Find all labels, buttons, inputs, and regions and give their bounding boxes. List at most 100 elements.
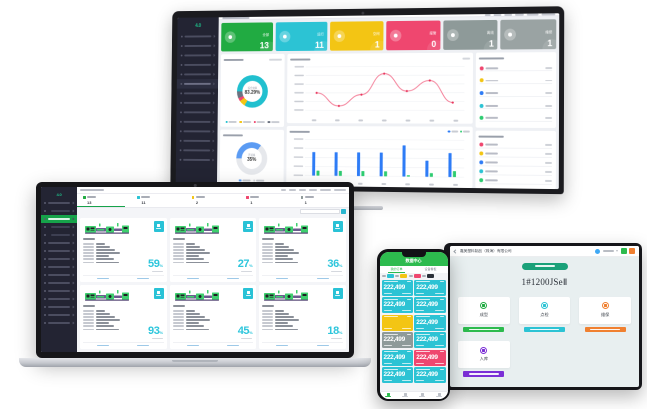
sidebar-item-2[interactable] (177, 51, 218, 61)
action-tag[interactable] (584, 326, 626, 332)
action-tile-点检[interactable]: 点检 (518, 296, 571, 324)
settings-menu[interactable] (541, 13, 556, 16)
message-icon[interactable] (299, 189, 306, 191)
sidebar-item-0[interactable] (177, 32, 218, 42)
refresh-icon[interactable] (281, 189, 286, 191)
phone-order-card[interactable]: 222,499 (414, 332, 446, 348)
sidebar-item-3[interactable] (177, 60, 218, 70)
sidebar-item-4[interactable] (41, 231, 77, 239)
device-card-footer[interactable] (83, 342, 164, 346)
workstation-pill[interactable] (521, 263, 568, 270)
sidebar-item-5[interactable] (176, 79, 219, 89)
action-tag[interactable] (523, 326, 566, 332)
stat-card-5[interactable]: 维修 1 (500, 19, 557, 50)
phone-order-card[interactable]: 222,499 (414, 367, 446, 383)
device-card-footer[interactable] (172, 342, 254, 346)
sidebar-item-1[interactable] (177, 41, 218, 51)
device-card-footer[interactable] (172, 275, 254, 279)
phone-tabs[interactable]: 我的订单 设备看板 (379, 265, 448, 273)
fullscreen-icon[interactable] (289, 189, 296, 191)
phone-order-card[interactable]: 222,499 (381, 279, 413, 296)
logout-button[interactable] (629, 248, 635, 254)
switch-button[interactable] (620, 248, 627, 254)
sidebar-item-13[interactable] (176, 155, 217, 165)
phone-order-card[interactable]: 222,499 (381, 297, 413, 313)
settings-menu[interactable] (334, 189, 346, 191)
action-tile-成型[interactable]: 成型 (458, 296, 510, 324)
sidebar-item-4[interactable] (177, 70, 218, 80)
search-button[interactable] (341, 209, 346, 214)
device-card[interactable]: 36% (259, 218, 346, 282)
user-menu[interactable] (526, 13, 539, 16)
sidebar-item-11[interactable] (41, 287, 77, 295)
detail-link[interactable] (186, 344, 199, 346)
topbar-actions[interactable] (281, 189, 346, 191)
action-tag[interactable] (463, 326, 505, 332)
tab-1[interactable]: 11 (131, 194, 185, 207)
sidebar-item-1[interactable] (41, 207, 77, 215)
sidebar-item-3[interactable] (41, 223, 77, 231)
sidebar-item-10[interactable] (176, 127, 217, 137)
sidebar-item-6[interactable] (177, 89, 218, 99)
sidebar-item-13[interactable] (41, 303, 77, 311)
detail-link[interactable] (276, 277, 289, 279)
phone-tab-1[interactable]: 设备看板 (424, 267, 437, 271)
help-icon[interactable] (309, 189, 317, 191)
avatar[interactable] (595, 248, 600, 254)
sidebar-item-8[interactable] (41, 263, 77, 271)
tab-3[interactable]: 1 (240, 194, 294, 207)
sidebar-item-2[interactable] (41, 215, 77, 223)
phone-order-card[interactable]: 222,499 (414, 314, 446, 331)
sidebar-item-6[interactable] (41, 247, 77, 255)
sidebar-item-10[interactable] (41, 279, 77, 287)
alarm-log-link[interactable] (227, 344, 240, 346)
message-icon[interactable] (504, 13, 513, 16)
nav-item-0[interactable] (380, 392, 397, 399)
filter-chip-0[interactable] (381, 274, 394, 278)
device-card[interactable]: 93% (80, 285, 167, 349)
alarm-log-link[interactable] (316, 344, 329, 346)
help-icon[interactable] (515, 13, 524, 16)
device-card-footer[interactable] (262, 275, 343, 279)
nav-item-2[interactable] (414, 392, 431, 399)
phone-filter-chips[interactable] (379, 272, 448, 280)
action-tag[interactable] (463, 371, 505, 377)
sidebar-item-7[interactable] (177, 98, 218, 108)
tab-0[interactable]: 13 (77, 194, 131, 207)
stat-card-4[interactable]: 离线 1 (442, 19, 498, 50)
phone-order-card[interactable]: 222,499 (414, 349, 446, 366)
filter-chip-1[interactable] (395, 274, 407, 278)
detail-link[interactable] (97, 344, 110, 346)
device-card-footer[interactable] (83, 275, 164, 279)
sidebar-item-14[interactable] (41, 311, 77, 319)
alarm-log-link[interactable] (137, 344, 150, 346)
status-filter-tabs[interactable]: 13 11 2 1 1 (77, 194, 349, 208)
sidebar-item-11[interactable] (176, 136, 217, 146)
device-card[interactable]: 45% (169, 285, 257, 349)
action-tile-维保[interactable]: 维保 (579, 296, 631, 324)
nav-item-3[interactable] (431, 392, 448, 399)
device-card-footer[interactable] (262, 342, 343, 346)
oee-date-filter[interactable] (269, 58, 282, 61)
detail-link[interactable] (97, 277, 110, 279)
filter-chip-2[interactable] (408, 274, 421, 278)
alarm-log-link[interactable] (227, 277, 240, 279)
phone-order-card[interactable]: 222,499 (381, 332, 413, 348)
phone-order-card[interactable]: 222,499 (381, 349, 413, 366)
phone-bottom-nav[interactable] (379, 390, 448, 399)
alarm-log-link[interactable] (137, 277, 150, 279)
action-tile-入库[interactable]: 入库 (458, 341, 510, 368)
phone-tab-0[interactable]: 我的订单 (380, 266, 414, 273)
stat-card-1[interactable]: 运行 11 (275, 21, 328, 52)
tab-4[interactable]: 1 (295, 194, 349, 207)
menu-icon[interactable] (453, 248, 458, 254)
sidebar-item-8[interactable] (176, 108, 217, 118)
phone-order-card[interactable]: 222,499 (381, 367, 413, 383)
device-card[interactable]: 59% (80, 218, 167, 282)
sidebar-item-0[interactable] (41, 199, 77, 207)
sidebar-item-12[interactable] (41, 295, 77, 303)
device-card[interactable]: 18% (259, 285, 346, 349)
stat-card-3[interactable]: 报警 0 (386, 20, 441, 51)
phone-order-card[interactable]: 222,499 (414, 297, 446, 313)
sidebar-item-15[interactable] (41, 319, 77, 327)
